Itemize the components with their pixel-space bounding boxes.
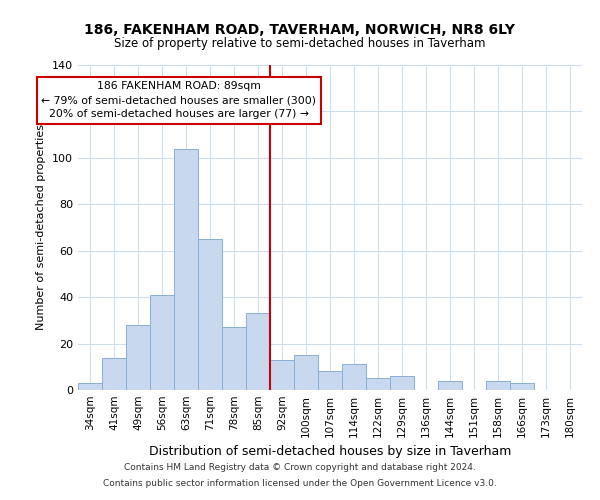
Bar <box>318 372 342 390</box>
Bar <box>270 360 294 390</box>
Text: Contains public sector information licensed under the Open Government Licence v3: Contains public sector information licen… <box>103 478 497 488</box>
Bar <box>126 325 150 390</box>
Bar <box>510 383 534 390</box>
Bar <box>246 314 270 390</box>
Bar <box>198 239 222 390</box>
Bar <box>150 295 174 390</box>
Bar <box>174 148 198 390</box>
Bar <box>438 380 462 390</box>
Bar <box>78 383 102 390</box>
Bar <box>222 328 246 390</box>
Text: 186, FAKENHAM ROAD, TAVERHAM, NORWICH, NR8 6LY: 186, FAKENHAM ROAD, TAVERHAM, NORWICH, N… <box>85 22 515 36</box>
X-axis label: Distribution of semi-detached houses by size in Taverham: Distribution of semi-detached houses by … <box>149 446 511 458</box>
Text: Contains HM Land Registry data © Crown copyright and database right 2024.: Contains HM Land Registry data © Crown c… <box>124 464 476 472</box>
Bar <box>102 358 126 390</box>
Text: Size of property relative to semi-detached houses in Taverham: Size of property relative to semi-detach… <box>114 38 486 51</box>
Bar <box>366 378 390 390</box>
Text: 186 FAKENHAM ROAD: 89sqm
← 79% of semi-detached houses are smaller (300)
20% of : 186 FAKENHAM ROAD: 89sqm ← 79% of semi-d… <box>41 82 316 120</box>
Bar <box>342 364 366 390</box>
Bar <box>294 355 318 390</box>
Bar <box>486 380 510 390</box>
Bar <box>390 376 414 390</box>
Y-axis label: Number of semi-detached properties: Number of semi-detached properties <box>37 124 46 330</box>
